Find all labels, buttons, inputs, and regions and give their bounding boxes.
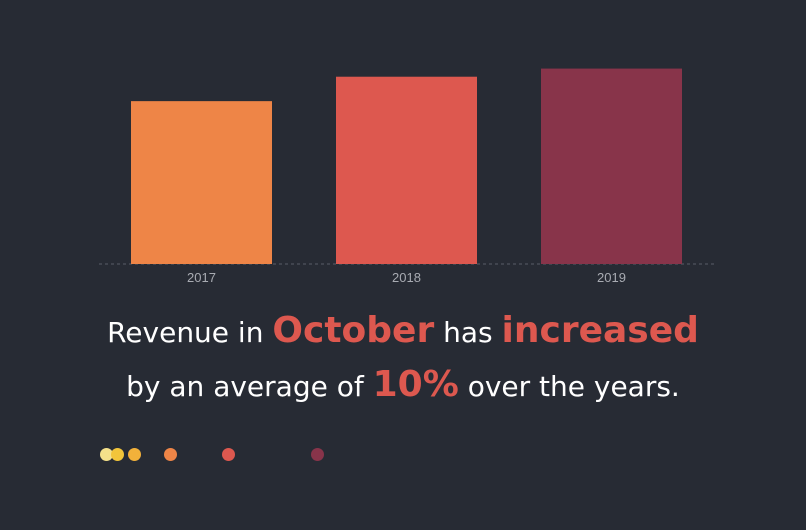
bar-chart: 2017 2018 2019 — [99, 68, 714, 285]
summary-caption: Revenue in October has increased by an a… — [0, 305, 806, 413]
caption-text: by an average of — [126, 370, 364, 403]
x-tick-label: 2018 — [392, 270, 421, 285]
caption-highlight-trend: increased — [501, 310, 699, 351]
caption-highlight-percent: 10% — [372, 364, 459, 405]
indicator-dot — [99, 448, 113, 461]
caption-text: over the years. — [467, 370, 680, 403]
indicator-dots — [0, 445, 806, 465]
indicator-dot — [163, 448, 177, 461]
caption-text: has — [443, 316, 493, 349]
x-tick-label: 2017 — [187, 270, 216, 285]
caption-line-1: Revenue in October has increased — [0, 305, 806, 359]
bar-2018 — [336, 76, 477, 264]
x-tick-label: 2019 — [597, 270, 626, 285]
indicator-dot — [110, 448, 124, 461]
caption-line-2: by an average of 10% over the years. — [0, 359, 806, 413]
indicator-dot — [310, 448, 324, 461]
caption-highlight-month: October — [272, 310, 435, 351]
indicator-dot — [127, 448, 141, 461]
bar-2019 — [541, 68, 682, 264]
indicator-dot — [221, 448, 235, 461]
caption-text: Revenue in — [107, 316, 264, 349]
bar-2017 — [131, 101, 272, 265]
